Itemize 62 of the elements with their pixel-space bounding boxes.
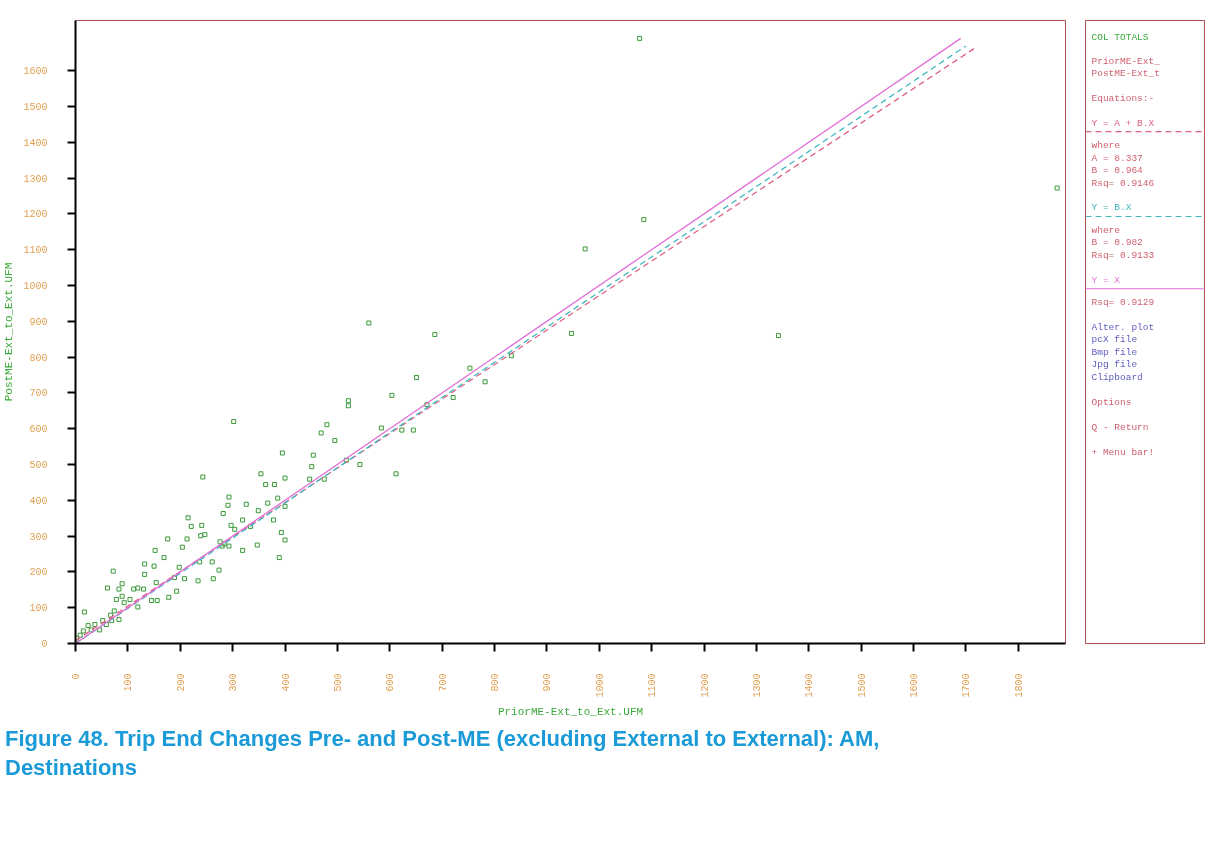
y-tick-label: 0 — [41, 639, 48, 650]
text: pcX file — [1091, 334, 1138, 346]
y-tick-label: 1200 — [23, 209, 48, 221]
x-tick-label: 1300 — [751, 673, 763, 698]
text: where — [1091, 224, 1121, 236]
x-tick-label: 1600 — [909, 673, 921, 698]
y-tick-label: 300 — [29, 531, 48, 543]
x-tick-label: 1400 — [804, 673, 816, 698]
y-tick-label: 1000 — [23, 280, 48, 292]
y-tick-label: 1500 — [23, 101, 48, 113]
y-tick-label: 400 — [29, 495, 48, 507]
text: PriorME-Ext_ — [1091, 55, 1161, 67]
text: Y = A + B.X — [1091, 117, 1155, 129]
y-tick-label: 600 — [29, 424, 48, 436]
y-axis-title: PostME-Ext_to_Ext.UFM — [3, 262, 16, 402]
y-tick-label: 1100 — [23, 245, 48, 257]
x-tick-label: 500 — [332, 673, 344, 692]
text: Equations:- — [1091, 92, 1155, 104]
text: Rsq= 0.9129 — [1091, 297, 1155, 309]
text: PostME-Ext_t — [1091, 68, 1160, 80]
text: where — [1091, 140, 1121, 152]
text: Bmp file — [1091, 346, 1138, 358]
text: B = 0.982 — [1091, 237, 1144, 249]
y-tick-label: 500 — [29, 459, 48, 471]
x-tick-label: 400 — [280, 673, 292, 692]
text: Clipboard — [1091, 371, 1143, 383]
text: A = 8.337 — [1091, 152, 1143, 164]
y-tick-label: 1300 — [23, 173, 48, 185]
y-tick-label: 100 — [29, 603, 48, 615]
x-tick-label: 0 — [71, 673, 82, 680]
text: Alter. plot — [1091, 321, 1155, 333]
y-tick-label: 1400 — [23, 137, 48, 149]
text: B = 0.964 — [1091, 165, 1144, 177]
x-tick-label: 700 — [437, 673, 449, 692]
text: Options — [1091, 397, 1132, 409]
y-tick-label: 800 — [29, 352, 48, 364]
x-tick-label: 900 — [542, 673, 554, 692]
x-tick-label: 1800 — [1013, 673, 1025, 698]
x-tick-label: 100 — [123, 673, 135, 692]
y-tick-label: 200 — [29, 567, 48, 579]
text: Rsq= 0.9133 — [1091, 249, 1155, 261]
x-tick-label: 1200 — [699, 673, 711, 698]
y-tick-label: 900 — [29, 316, 48, 328]
text: Jpg file — [1091, 359, 1138, 371]
x-tick-label: 1700 — [961, 673, 973, 698]
x-tick-label: 1100 — [647, 673, 659, 698]
text: Rsq= 0.9146 — [1091, 177, 1155, 189]
x-axis-title: PriorME-Ext_to_Ext.UFM — [497, 705, 644, 718]
x-tick-label: 1500 — [856, 673, 868, 698]
y-tick-label: 1600 — [23, 66, 48, 78]
text: COL TOTALS — [1091, 32, 1149, 44]
text: + Menu bar! — [1091, 447, 1155, 459]
text: Y = X — [1091, 274, 1121, 286]
text: Y = B.X — [1091, 202, 1132, 214]
x-tick-label: 200 — [175, 673, 187, 692]
x-tick-label: 1000 — [594, 673, 606, 698]
text: Q - Return — [1091, 422, 1149, 434]
x-tick-label: 300 — [228, 673, 240, 692]
x-tick-label: 800 — [490, 673, 502, 692]
x-tick-label: 600 — [385, 673, 397, 692]
y-tick-label: 700 — [29, 388, 48, 400]
text: Figure 48. Trip End Changes Pre- and Post-ME (excluding External to External): AM, Destinations — [5, 725, 881, 782]
